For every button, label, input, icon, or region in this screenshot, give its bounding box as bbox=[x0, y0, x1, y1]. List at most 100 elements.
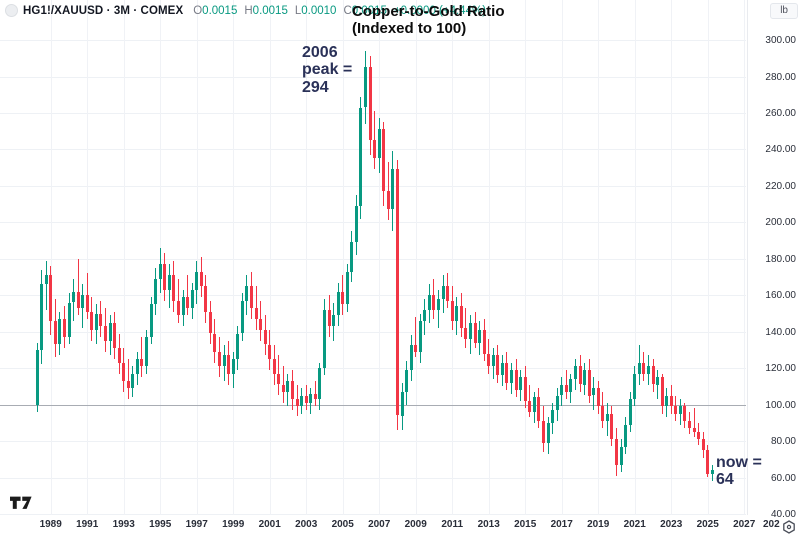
candle-body bbox=[272, 359, 276, 374]
candle-body bbox=[236, 333, 240, 359]
settings-gear-icon[interactable] bbox=[782, 520, 796, 534]
candle-body bbox=[327, 309, 331, 327]
candle-body bbox=[391, 169, 395, 210]
candle-body bbox=[350, 242, 354, 272]
candle-body bbox=[569, 379, 573, 392]
candle-body bbox=[651, 366, 655, 385]
price-axis-label: 100.00 bbox=[765, 399, 796, 411]
time-axis-label: 2023 bbox=[660, 519, 683, 530]
candle-body bbox=[104, 326, 107, 341]
time-axis-label: 2009 bbox=[404, 519, 427, 530]
ohlc-open: O0.0015 bbox=[193, 4, 238, 17]
candle-body bbox=[58, 318, 62, 345]
candle-wick bbox=[657, 370, 658, 400]
gridline-horizontal bbox=[0, 40, 746, 41]
gridline-horizontal bbox=[0, 368, 746, 370]
candle-body bbox=[382, 129, 386, 192]
candle-body bbox=[665, 395, 669, 407]
candle-body bbox=[145, 337, 148, 367]
candle-body bbox=[186, 297, 190, 308]
candle-body bbox=[487, 353, 491, 367]
price-axis-label: 120.00 bbox=[765, 363, 796, 375]
candle-body bbox=[624, 424, 628, 447]
candle-body bbox=[373, 140, 377, 159]
candle-body bbox=[683, 406, 687, 421]
candle-body bbox=[573, 366, 577, 380]
baseline-100-line bbox=[0, 404, 746, 406]
candle-body bbox=[519, 377, 523, 391]
candle-body bbox=[172, 275, 176, 301]
price-axis-label: 160.00 bbox=[765, 290, 796, 302]
symbol-legend[interactable]: HG1!/XAUUSD · 3M · COMEX O0.0015 H0.0015… bbox=[5, 4, 493, 17]
candle-body bbox=[300, 395, 304, 407]
time-axis-label: 2001 bbox=[258, 519, 281, 530]
candle-body bbox=[551, 410, 555, 423]
candle-body bbox=[149, 304, 153, 338]
candle-wick bbox=[45, 260, 47, 310]
time-axis-label: 2015 bbox=[514, 519, 537, 530]
candle-body bbox=[542, 421, 545, 443]
candle-body bbox=[592, 388, 596, 396]
candle-wick bbox=[693, 408, 695, 438]
annotation-now: now = 64 bbox=[716, 454, 762, 489]
time-axis-label: 2019 bbox=[587, 519, 610, 530]
candle-body bbox=[537, 397, 541, 421]
gridline-horizontal bbox=[0, 441, 746, 443]
candle-body bbox=[441, 286, 445, 299]
gridline-vertical bbox=[123, 0, 125, 515]
candle-body bbox=[240, 300, 244, 334]
candle-body bbox=[167, 275, 171, 290]
change-value: +0.0000 (+4.44%) bbox=[393, 4, 487, 17]
gridline-vertical bbox=[707, 0, 709, 515]
price-axis-label: 60.00 bbox=[770, 472, 796, 484]
gridline-horizontal bbox=[0, 185, 746, 187]
gridline-vertical bbox=[561, 0, 563, 515]
price-axis-label: 260.00 bbox=[765, 107, 796, 119]
candle-body bbox=[76, 291, 80, 308]
gridline-vertical bbox=[415, 0, 417, 515]
candle-wick bbox=[255, 286, 257, 330]
candle-body bbox=[619, 446, 623, 465]
candle-body bbox=[532, 397, 536, 412]
candle-body bbox=[450, 300, 454, 321]
candle-body bbox=[40, 284, 44, 350]
candle-body bbox=[268, 344, 272, 360]
candle-body bbox=[697, 432, 701, 440]
unit-label-button[interactable]: lb bbox=[770, 3, 798, 19]
chart-title-line1: Copper-to-Gold Ratio bbox=[352, 3, 505, 20]
candle-body bbox=[345, 271, 349, 305]
price-axis-label: 180.00 bbox=[765, 253, 796, 265]
gridline-vertical bbox=[306, 0, 308, 515]
candle-body bbox=[81, 295, 85, 308]
price-axis-label: 200.00 bbox=[765, 217, 796, 229]
gridline-vertical bbox=[50, 0, 52, 515]
gridline-vertical bbox=[196, 0, 198, 515]
candle-body bbox=[432, 295, 436, 310]
gridline-horizontal bbox=[0, 295, 746, 297]
candle-wick bbox=[387, 162, 389, 221]
candle-wick bbox=[314, 380, 316, 407]
gridline-horizontal bbox=[0, 149, 746, 151]
time-axis-label: 1995 bbox=[149, 519, 172, 530]
gridline-vertical bbox=[598, 0, 600, 515]
candle-body bbox=[341, 291, 345, 305]
candle-body bbox=[208, 311, 212, 334]
gridline-vertical bbox=[525, 0, 527, 515]
candle-body bbox=[446, 286, 450, 301]
candle-body bbox=[555, 395, 559, 411]
gridline-vertical bbox=[744, 0, 746, 515]
candle-body bbox=[277, 373, 281, 385]
time-axis-label: 2017 bbox=[550, 519, 573, 530]
candle-body bbox=[72, 291, 75, 303]
candle-body bbox=[377, 129, 381, 159]
candle-body bbox=[482, 329, 486, 354]
candle-body bbox=[309, 393, 313, 403]
candle-wick bbox=[127, 359, 129, 400]
candle-body bbox=[615, 439, 618, 465]
candle-wick bbox=[282, 366, 284, 403]
tradingview-logo-icon[interactable] bbox=[10, 496, 32, 510]
symbol-title[interactable]: HG1!/XAUUSD · 3M · COMEX bbox=[23, 4, 184, 17]
candle-body bbox=[578, 366, 582, 385]
